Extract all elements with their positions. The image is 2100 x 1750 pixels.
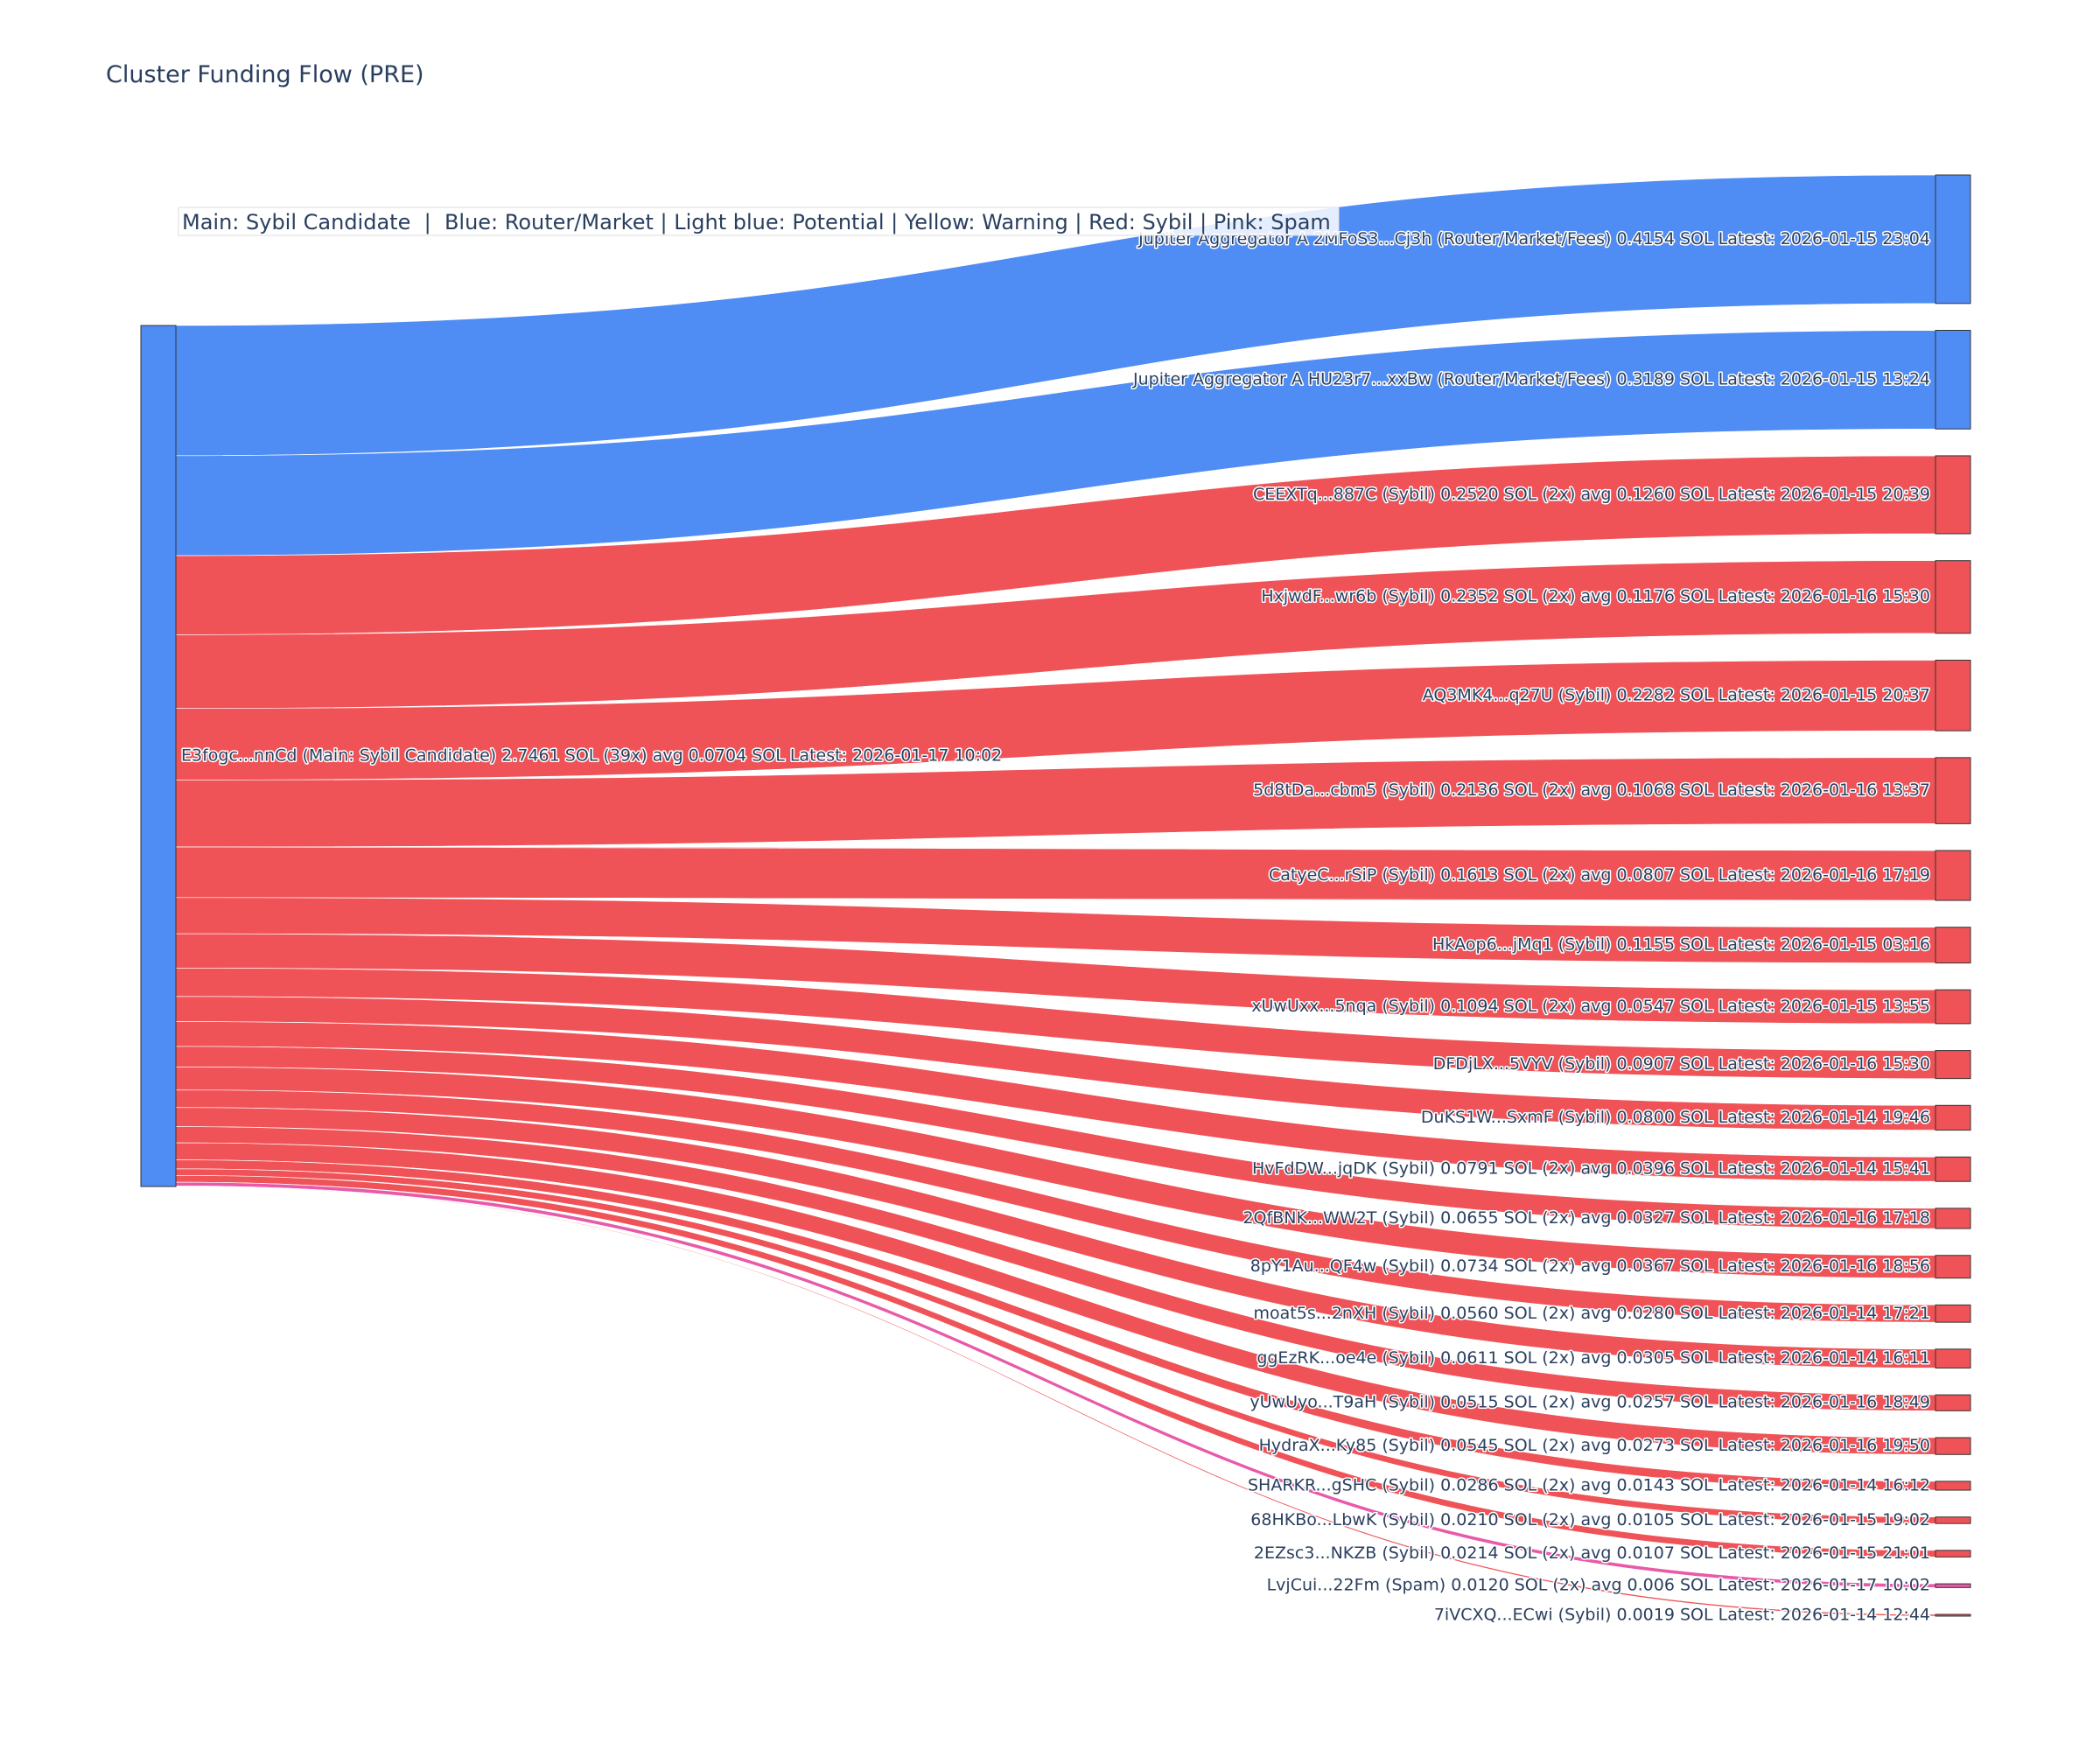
target-node-label: DFDjLX...5VYV (Sybil) 0.0907 SOL Latest:… (1433, 1054, 1930, 1074)
target-node[interactable] (1935, 1104, 1971, 1131)
target-node[interactable] (1935, 455, 1971, 535)
target-node-label: CEEXTq...887C (Sybil) 0.2520 SOL (2x) av… (1253, 485, 1930, 504)
target-node-label: yUwUyo...T9aH (Sybil) 0.0515 SOL (2x) av… (1250, 1393, 1930, 1412)
source-node[interactable] (140, 325, 177, 1187)
target-node-label: CatyeC...rSiP (Sybil) 0.1613 SOL (2x) av… (1269, 865, 1930, 885)
target-node-label: xUwUxx...5nqa (Sybil) 0.1094 SOL (2x) av… (1251, 997, 1930, 1016)
target-node-label: Jupiter Aggregator A HU23r7...xxBw (Rout… (1132, 369, 1930, 388)
target-node-label: HydraX...Ky85 (Sybil) 0.0545 SOL (2x) av… (1259, 1436, 1930, 1455)
target-node[interactable] (1935, 850, 1971, 901)
target-node-label: 7iVCXQ...ECwi (Sybil) 0.0019 SOL Latest:… (1434, 1606, 1930, 1625)
target-node[interactable] (1935, 1304, 1971, 1323)
target-node[interactable] (1935, 927, 1971, 964)
target-node[interactable] (1935, 1394, 1971, 1411)
target-node[interactable] (1935, 1583, 1971, 1588)
legend-box (178, 206, 1340, 236)
target-node-label: 68HKBo...LbwK (Sybil) 0.0210 SOL (2x) av… (1250, 1510, 1930, 1530)
target-node[interactable] (1935, 174, 1971, 304)
target-node[interactable] (1935, 1348, 1971, 1368)
target-node[interactable] (1935, 1480, 1971, 1491)
target-node[interactable] (1935, 1437, 1971, 1455)
target-node[interactable] (1935, 1156, 1971, 1182)
target-node[interactable] (1935, 560, 1971, 634)
target-node-label: HvFdDW...jqDK (Sybil) 0.0791 SOL (2x) av… (1252, 1159, 1930, 1179)
target-node-label: HkAop6...jMq1 (Sybil) 0.1155 SOL Latest:… (1432, 935, 1930, 955)
target-node-label: AQ3MK4...q27U (Sybil) 0.2282 SOL Latest:… (1423, 685, 1930, 704)
target-node[interactable] (1935, 1208, 1971, 1229)
target-node[interactable] (1935, 1255, 1971, 1279)
target-node-label: SHARKR...gSHC (Sybil) 0.0286 SOL (2x) av… (1248, 1475, 1930, 1494)
target-node[interactable] (1935, 1050, 1971, 1080)
node-labels: E3fogc...nnCd (Main: Sybil Candidate) 2.… (180, 228, 1932, 1626)
flow-nodes (140, 174, 1971, 1617)
target-node-label: DuKS1W...SxmF (Sybil) 0.0800 SOL Latest:… (1421, 1108, 1930, 1127)
target-node[interactable] (1935, 1550, 1971, 1558)
target-node-label: ggEzRK...oe4e (Sybil) 0.0611 SOL (2x) av… (1256, 1348, 1930, 1368)
target-node[interactable] (1935, 757, 1971, 824)
target-node-label: LvjCui...22Fm (Spam) 0.0120 SOL (2x) avg… (1267, 1576, 1930, 1595)
target-node[interactable] (1935, 659, 1971, 732)
target-node[interactable] (1935, 330, 1971, 430)
target-node-label: 2EZsc3...NKZB (Sybil) 0.0214 SOL (2x) av… (1254, 1544, 1930, 1563)
target-node-label: 2QfBNK...WW2T (Sybil) 0.0655 SOL (2x) av… (1242, 1208, 1930, 1228)
legend-text: Main: Sybil Candidate | Blue: Router/Mar… (182, 210, 1331, 234)
target-node-label: HxjwdF...wr6b (Sybil) 0.2352 SOL (2x) av… (1261, 587, 1930, 606)
target-node-label: 8pY1Au...QF4w (Sybil) 0.0734 SOL (2x) av… (1250, 1256, 1930, 1276)
flow-links (175, 174, 1936, 1617)
target-node[interactable] (1935, 1614, 1971, 1617)
source-node-label: E3fogc...nnCd (Main: Sybil Candidate) 2.… (181, 746, 1002, 766)
legend: Main: Sybil Candidate | Blue: Router/Mar… (178, 206, 1340, 236)
target-node-label: moat5s...2nXH (Sybil) 0.0560 SOL (2x) av… (1254, 1304, 1930, 1323)
target-node-label: 5d8tDa...cbm5 (Sybil) 0.2136 SOL (2x) av… (1253, 780, 1930, 800)
target-node[interactable] (1935, 989, 1971, 1025)
target-node[interactable] (1935, 1516, 1971, 1524)
chart-title: Cluster Funding Flow (PRE) (106, 61, 424, 88)
